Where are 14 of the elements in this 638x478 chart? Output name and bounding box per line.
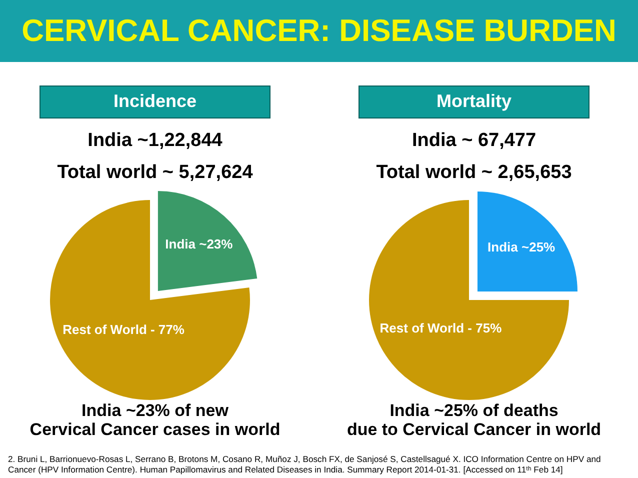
chart-title: Mortality: [436, 91, 512, 111]
text: India ~1,22,844: [88, 130, 222, 151]
text: India ~25% of deaths due to Cervical Cancer in world: [346, 401, 602, 439]
text: Total world ~ 5,27,624: [57, 162, 253, 183]
text: CERVICAL CANCER: DISEASE BURDEN: [22, 13, 616, 48]
slice-label: India ~25%: [488, 240, 556, 255]
text: India ~ 67,477: [412, 130, 536, 151]
slice-label: Rest of World - 77%: [62, 322, 185, 338]
text: India ~23% of new Cervical Cancer cases in world: [30, 401, 280, 439]
text: 2. Bruni L, Barrionuevo-Rosas L, Serrano B, Brotons M, Cosano R, Muñoz J, Bosch FX, de Sanjosé S, Castellsagué X. ICO Information Centre on HPV and Cancer (HPV Information Centre). Human Papillomavirus and Related Diseases in India. Summary Report 2014-01-31. [Accessed on 11ᵗʰ Feb 14]: [8, 454, 601, 475]
slice-label: Rest of World - 75%: [380, 320, 502, 336]
text: Total world ~ 2,65,653: [376, 162, 572, 183]
chart-title: Incidence: [113, 91, 197, 111]
slice-label: India ~23%: [165, 236, 234, 252]
